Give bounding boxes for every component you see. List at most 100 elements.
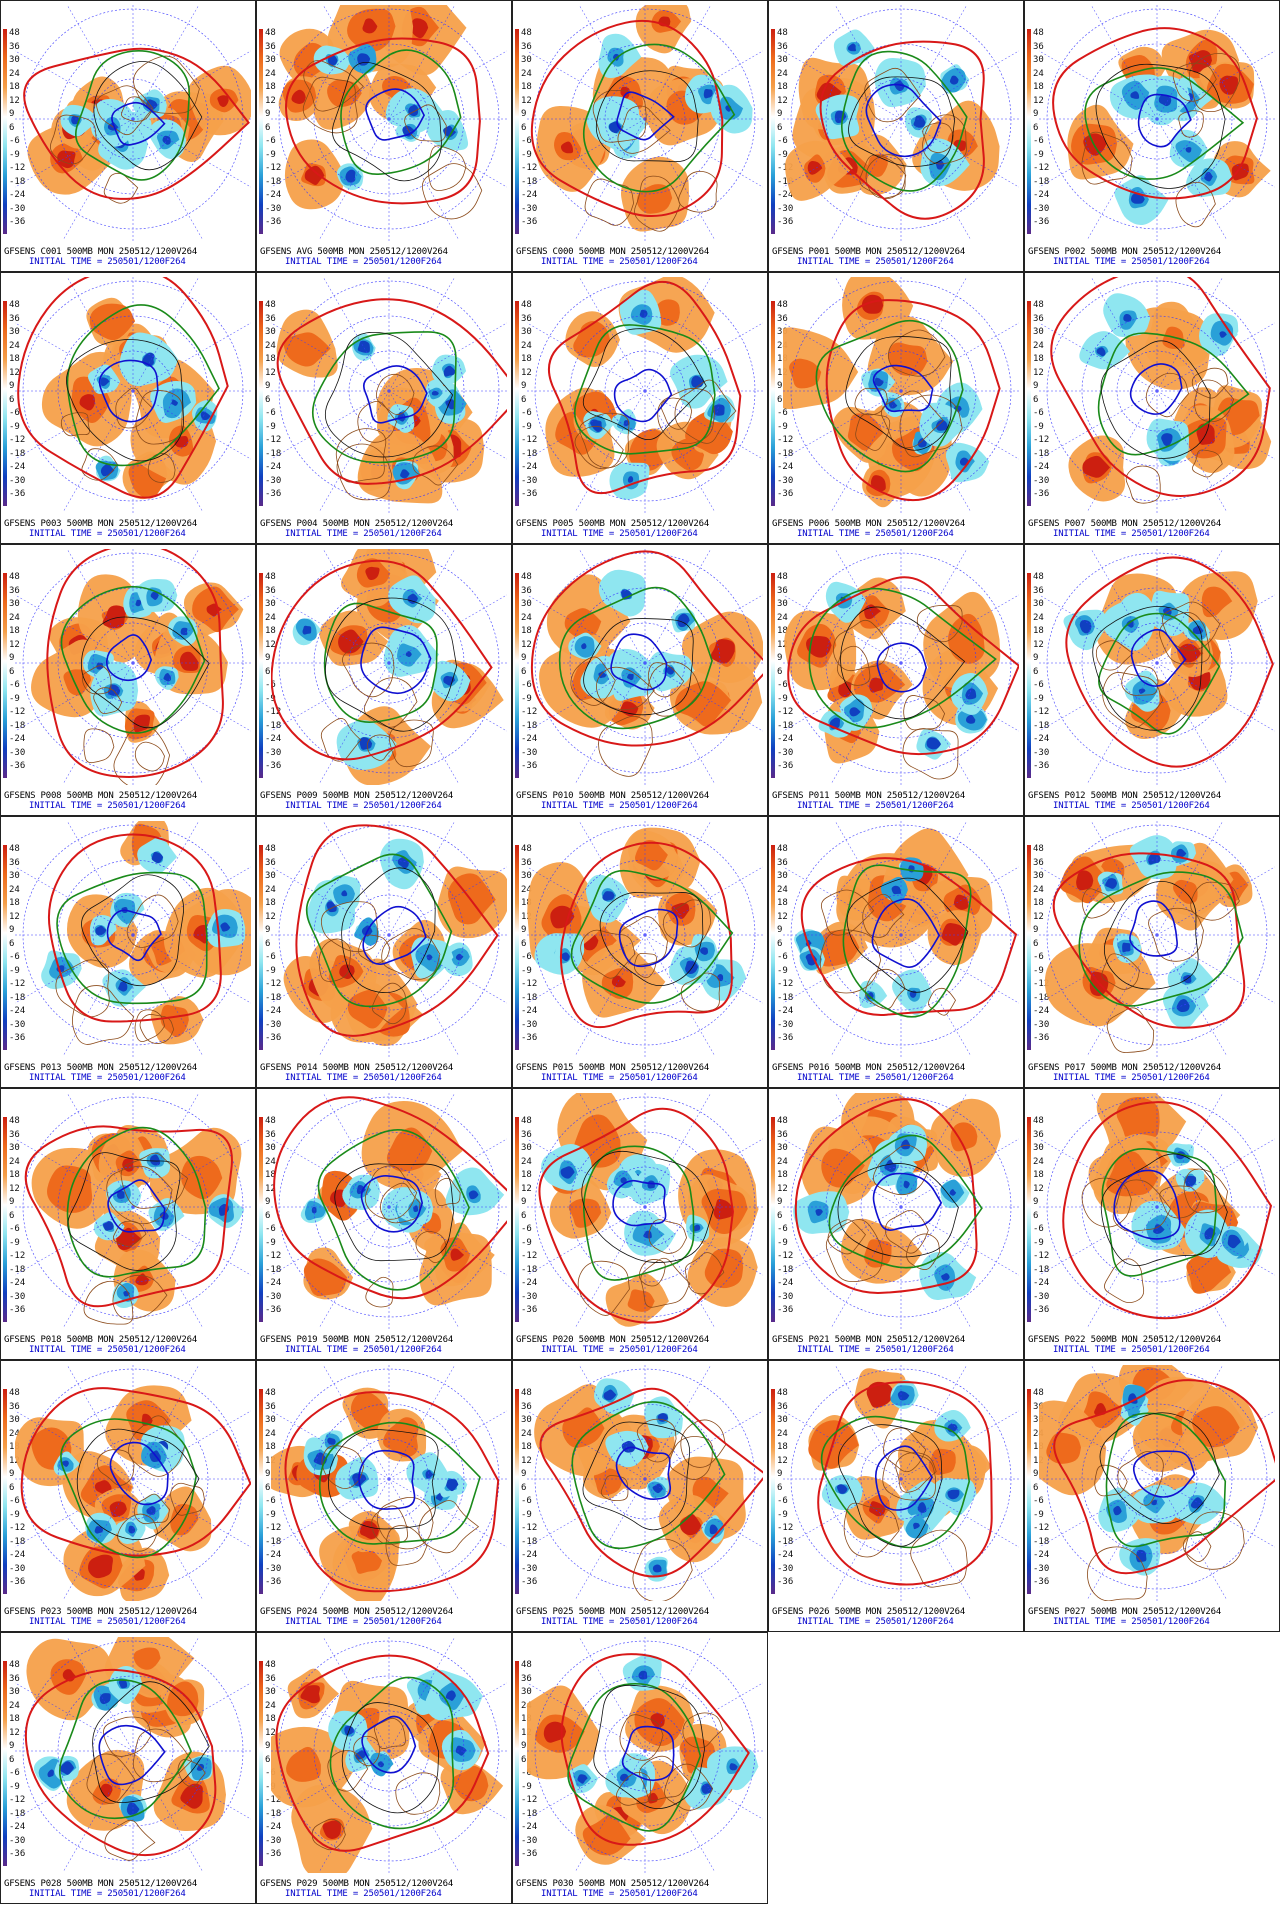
latitude-circle: [1081, 315, 1233, 467]
coastline: [1102, 672, 1164, 729]
warm-anomaly-peak: [109, 1501, 127, 1518]
scale-tick-label: 48: [9, 300, 20, 310]
scale-tick-label: -30: [1033, 1019, 1050, 1030]
scale-tick-label: 48: [265, 844, 276, 854]
warm-anomaly-peak: [806, 635, 832, 658]
scale-tick-label: -30: [777, 1563, 794, 1574]
scale-tick-label: -18: [777, 720, 794, 731]
panel-caption: GFSENS P014 500MB MON 250512/1200V264: [260, 1063, 454, 1073]
initial-time-caption: INITIAL TIME = 250501/1200F264: [285, 1889, 442, 1899]
coastline: [365, 1276, 394, 1308]
scale-tick-label: -30: [777, 203, 794, 214]
scale-tick-label: 48: [521, 300, 532, 310]
coastline: [577, 1260, 630, 1316]
meridian-line: [644, 390, 763, 460]
coastline: [570, 656, 616, 706]
scale-tick-label: 6: [265, 394, 271, 405]
scale-tick-label: -18: [521, 1264, 538, 1275]
cool-anomaly-peak: [603, 1389, 617, 1401]
scale-tick-label: 30: [1033, 55, 1044, 65]
height-contour: [840, 606, 966, 720]
cool-anomaly-peak: [468, 1190, 479, 1200]
height-contour: [363, 365, 428, 424]
cool-anomaly-peak: [643, 1230, 652, 1239]
scale-tick-label: 6: [777, 666, 783, 677]
scale-bar: [515, 29, 519, 234]
scale-tick-label: -30: [9, 1835, 26, 1846]
cool-anomaly-peak: [621, 589, 633, 600]
scale-tick-label: -9: [521, 965, 532, 976]
scale-tick-label: 48: [9, 1116, 20, 1126]
height-contour: [311, 331, 457, 464]
scale-tick-label: 6: [521, 1754, 527, 1765]
latitude-circle: [57, 1131, 209, 1283]
scale-tick-label: 6: [9, 1754, 15, 1765]
cool-anomaly-peak: [652, 1564, 662, 1573]
scale-tick-label: -18: [9, 1536, 26, 1547]
scale-tick-label: -18: [265, 992, 282, 1003]
scale-tick-label: -12: [777, 707, 794, 717]
polar-map: [783, 5, 1019, 241]
coastline: [1081, 888, 1116, 919]
height-contour: [60, 1418, 198, 1559]
cool-anomaly-peak: [847, 43, 856, 52]
warm-anomaly-peak: [710, 639, 735, 664]
panel-caption: GFSENS P004 500MB MON 250512/1200V264: [260, 519, 454, 529]
scale-tick-label: 18: [265, 1170, 276, 1180]
coastline: [177, 1759, 206, 1788]
meridian-line: [388, 866, 507, 936]
coastline: [418, 1500, 480, 1554]
warm-anomaly-core: [675, 681, 732, 727]
scale-tick-label: -36: [1033, 1577, 1050, 1587]
meridian-line: [1156, 118, 1228, 241]
meridian-line: [132, 1478, 251, 1548]
height-contour: [98, 1724, 166, 1786]
latitude-circle: [313, 1675, 465, 1827]
coastline: [120, 1152, 189, 1209]
scale-tick-label: 18: [1033, 898, 1044, 908]
scale-tick-label: -36: [777, 217, 794, 227]
scale-tick-label: 12: [1033, 639, 1044, 650]
scale-bar: [771, 301, 775, 506]
latitude-circle: [569, 1131, 721, 1283]
scale-tick-label: 18: [9, 82, 20, 92]
meridian-line: [1156, 662, 1228, 785]
scale-bar: [259, 29, 263, 234]
meridian-line: [783, 1138, 902, 1208]
meridian-line: [132, 934, 204, 1057]
scale-tick-label: 24: [1033, 340, 1044, 351]
scale-tick-label: 48: [9, 844, 20, 854]
scale-tick-label: -6: [9, 136, 20, 146]
panel-caption: GFSENS P026 500MB MON 250512/1200V264: [772, 1607, 966, 1617]
coastline: [422, 163, 483, 220]
scale-bar: [771, 1117, 775, 1322]
scale-tick-label: 36: [521, 1129, 532, 1140]
coastline: [1162, 601, 1221, 651]
scale-tick-label: -24: [265, 1550, 282, 1560]
ensemble-member-panel: 48 36 30 24 18 12 9 6 -6 -9 -12 -18 -24 -30 -36 GFSENS …: [1024, 272, 1280, 544]
scale-tick-label: 6: [777, 1482, 783, 1493]
scale-tick-label: 36: [1033, 313, 1044, 324]
meridian-line: [1156, 277, 1224, 392]
scale-tick-label: 24: [9, 1700, 20, 1711]
polar-map: [1039, 277, 1275, 513]
polar-map: [15, 1093, 251, 1329]
meridian-line: [271, 866, 390, 936]
cool-anomaly-peak: [815, 1209, 823, 1216]
scale-tick-label: -36: [1033, 217, 1050, 227]
scale-tick-label: 36: [777, 1401, 788, 1412]
initial-time-caption: INITIAL TIME = 250501/1200F264: [541, 1345, 698, 1355]
coastline: [674, 379, 737, 444]
meridian-line: [644, 866, 763, 936]
scale-tick-label: 36: [521, 1673, 532, 1684]
cool-anomaly-peak: [598, 671, 607, 679]
cool-anomaly-peak: [47, 1769, 54, 1778]
polar-map: [271, 1365, 507, 1601]
height-contour: [1050, 277, 1271, 497]
scale-tick-label: 18: [777, 1170, 788, 1180]
scale-tick-label: 18: [521, 626, 532, 636]
coastline: [303, 60, 364, 112]
